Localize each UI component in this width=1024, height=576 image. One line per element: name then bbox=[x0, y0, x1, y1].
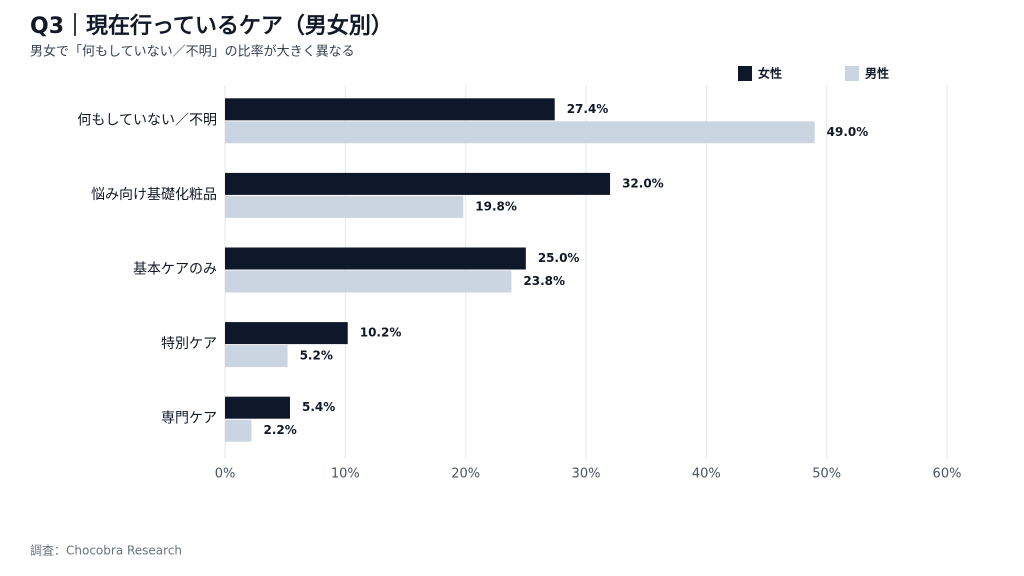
legend-swatch bbox=[845, 66, 859, 81]
value-label: 49.0% bbox=[827, 125, 869, 139]
y-tick-label: 特別ケア bbox=[161, 336, 217, 352]
y-tick-label: 悩み向け基礎化粧品 bbox=[91, 186, 217, 203]
value-label: 32.0% bbox=[622, 176, 664, 190]
y-tick-label: 何もしていない／不明 bbox=[77, 112, 217, 128]
bar bbox=[225, 172, 611, 195]
x-tick-label: 20% bbox=[451, 467, 480, 482]
value-label: 25.0% bbox=[538, 251, 580, 265]
y-tick-label: 基本ケアのみ bbox=[133, 261, 217, 278]
legend-swatch bbox=[738, 66, 752, 81]
chart-title: Q3｜現在行っているケア（男女別） bbox=[30, 13, 393, 39]
bar bbox=[225, 270, 512, 293]
value-label: 27.4% bbox=[567, 102, 609, 116]
x-tick-label: 0% bbox=[215, 467, 236, 482]
bar bbox=[225, 195, 464, 218]
bar bbox=[225, 322, 348, 345]
source-note: 調査：Chocobra Research bbox=[30, 544, 182, 558]
x-tick-label: 30% bbox=[572, 467, 601, 482]
x-tick-label: 50% bbox=[812, 467, 841, 482]
value-label: 23.8% bbox=[523, 274, 565, 288]
bar bbox=[225, 419, 252, 442]
value-label: 5.4% bbox=[302, 400, 335, 414]
bar bbox=[225, 396, 290, 419]
legend-label: 男性 bbox=[865, 66, 889, 81]
legend-label: 女性 bbox=[758, 66, 782, 81]
bar bbox=[225, 247, 526, 270]
bar bbox=[225, 98, 555, 121]
bar bbox=[225, 121, 815, 144]
bar bbox=[225, 345, 288, 368]
x-tick-label: 40% bbox=[692, 467, 721, 482]
value-label: 5.2% bbox=[300, 349, 333, 363]
value-label: 2.2% bbox=[263, 423, 296, 437]
x-tick-label: 60% bbox=[933, 467, 962, 482]
value-label: 10.2% bbox=[360, 326, 402, 340]
x-tick-label: 10% bbox=[331, 467, 360, 482]
value-label: 19.8% bbox=[475, 199, 517, 213]
chart-subtitle: 男女で「何もしていない／不明」の比率が大きく異なる bbox=[30, 44, 355, 60]
y-tick-label: 専門ケア bbox=[161, 411, 217, 427]
